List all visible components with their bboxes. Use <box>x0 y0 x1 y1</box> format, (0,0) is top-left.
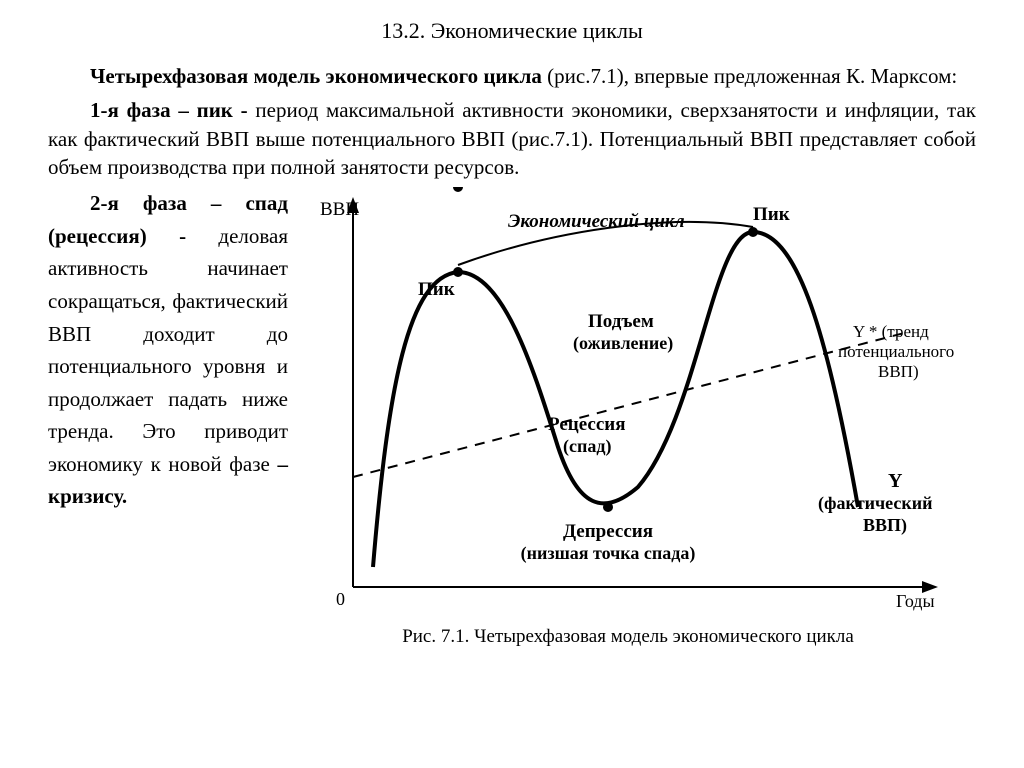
peak2-label: Пик <box>753 204 790 225</box>
page-root: 13.2. Экономические циклы Четырехфазовая… <box>0 0 1024 768</box>
trend-label-2: потенциального <box>838 342 954 361</box>
chart-svg: ВВП Годы 0 Экономический цикл Пик Пик По… <box>298 187 958 657</box>
upturn-label-2: (оживление) <box>573 333 673 354</box>
intro-rest-1: (рис.7.1), впервые предложенная К. Маркс… <box>542 64 957 88</box>
depression-label-2: (низшая точка спада) <box>521 543 696 564</box>
origin-label: 0 <box>336 589 345 609</box>
depression-label-1: Депрессия <box>563 521 653 542</box>
phase2-rest: деловая активность начинает сокращаться,… <box>48 224 288 476</box>
phase1-bold: 1-я фаза – пик - <box>90 98 255 122</box>
phase2-paragraph: 2-я фаза – спад (рецессия) - деловая акт… <box>48 187 288 512</box>
actual-label-3: ВВП) <box>863 515 907 536</box>
trend-label-1: Y * (тренд <box>853 322 929 341</box>
upturn-label-1: Подъем <box>588 311 654 332</box>
section-title: 13.2. Экономические циклы <box>48 18 976 44</box>
recession-label-1: Рецессия <box>548 414 626 435</box>
intro-paragraph-1: Четырехфазовая модель экономического цик… <box>48 62 976 90</box>
intro-paragraph-2: 1-я фаза – пик - период максимальной акт… <box>48 96 976 181</box>
peak1-label: Пик <box>418 279 455 300</box>
actual-label-2: (фактический <box>818 493 933 514</box>
recession-label-2: (спад) <box>563 436 611 457</box>
y-axis-label: ВВП <box>320 199 359 220</box>
two-column-area: 2-я фаза – спад (рецессия) - деловая акт… <box>48 187 976 657</box>
actual-label-1: Y <box>888 470 903 492</box>
trend-label-3: ВВП) <box>878 362 919 381</box>
peak1-point <box>453 267 463 277</box>
left-text-column: 2-я фаза – спад (рецессия) - деловая акт… <box>48 187 288 518</box>
peak1-dot <box>453 187 463 192</box>
chart-column: ВВП Годы 0 Экономический цикл Пик Пик По… <box>298 187 976 657</box>
trough-point <box>603 502 613 512</box>
peak2-point <box>748 227 758 237</box>
economic-cycle-chart: ВВП Годы 0 Экономический цикл Пик Пик По… <box>298 187 958 657</box>
intro-bold-1: Четырехфазовая модель экономического цик… <box>90 64 542 88</box>
x-axis-label: Годы <box>896 591 935 611</box>
cycle-title: Экономический цикл <box>508 211 685 232</box>
chart-caption: Рис. 7.1. Четырехфазовая модель экономич… <box>402 626 854 647</box>
